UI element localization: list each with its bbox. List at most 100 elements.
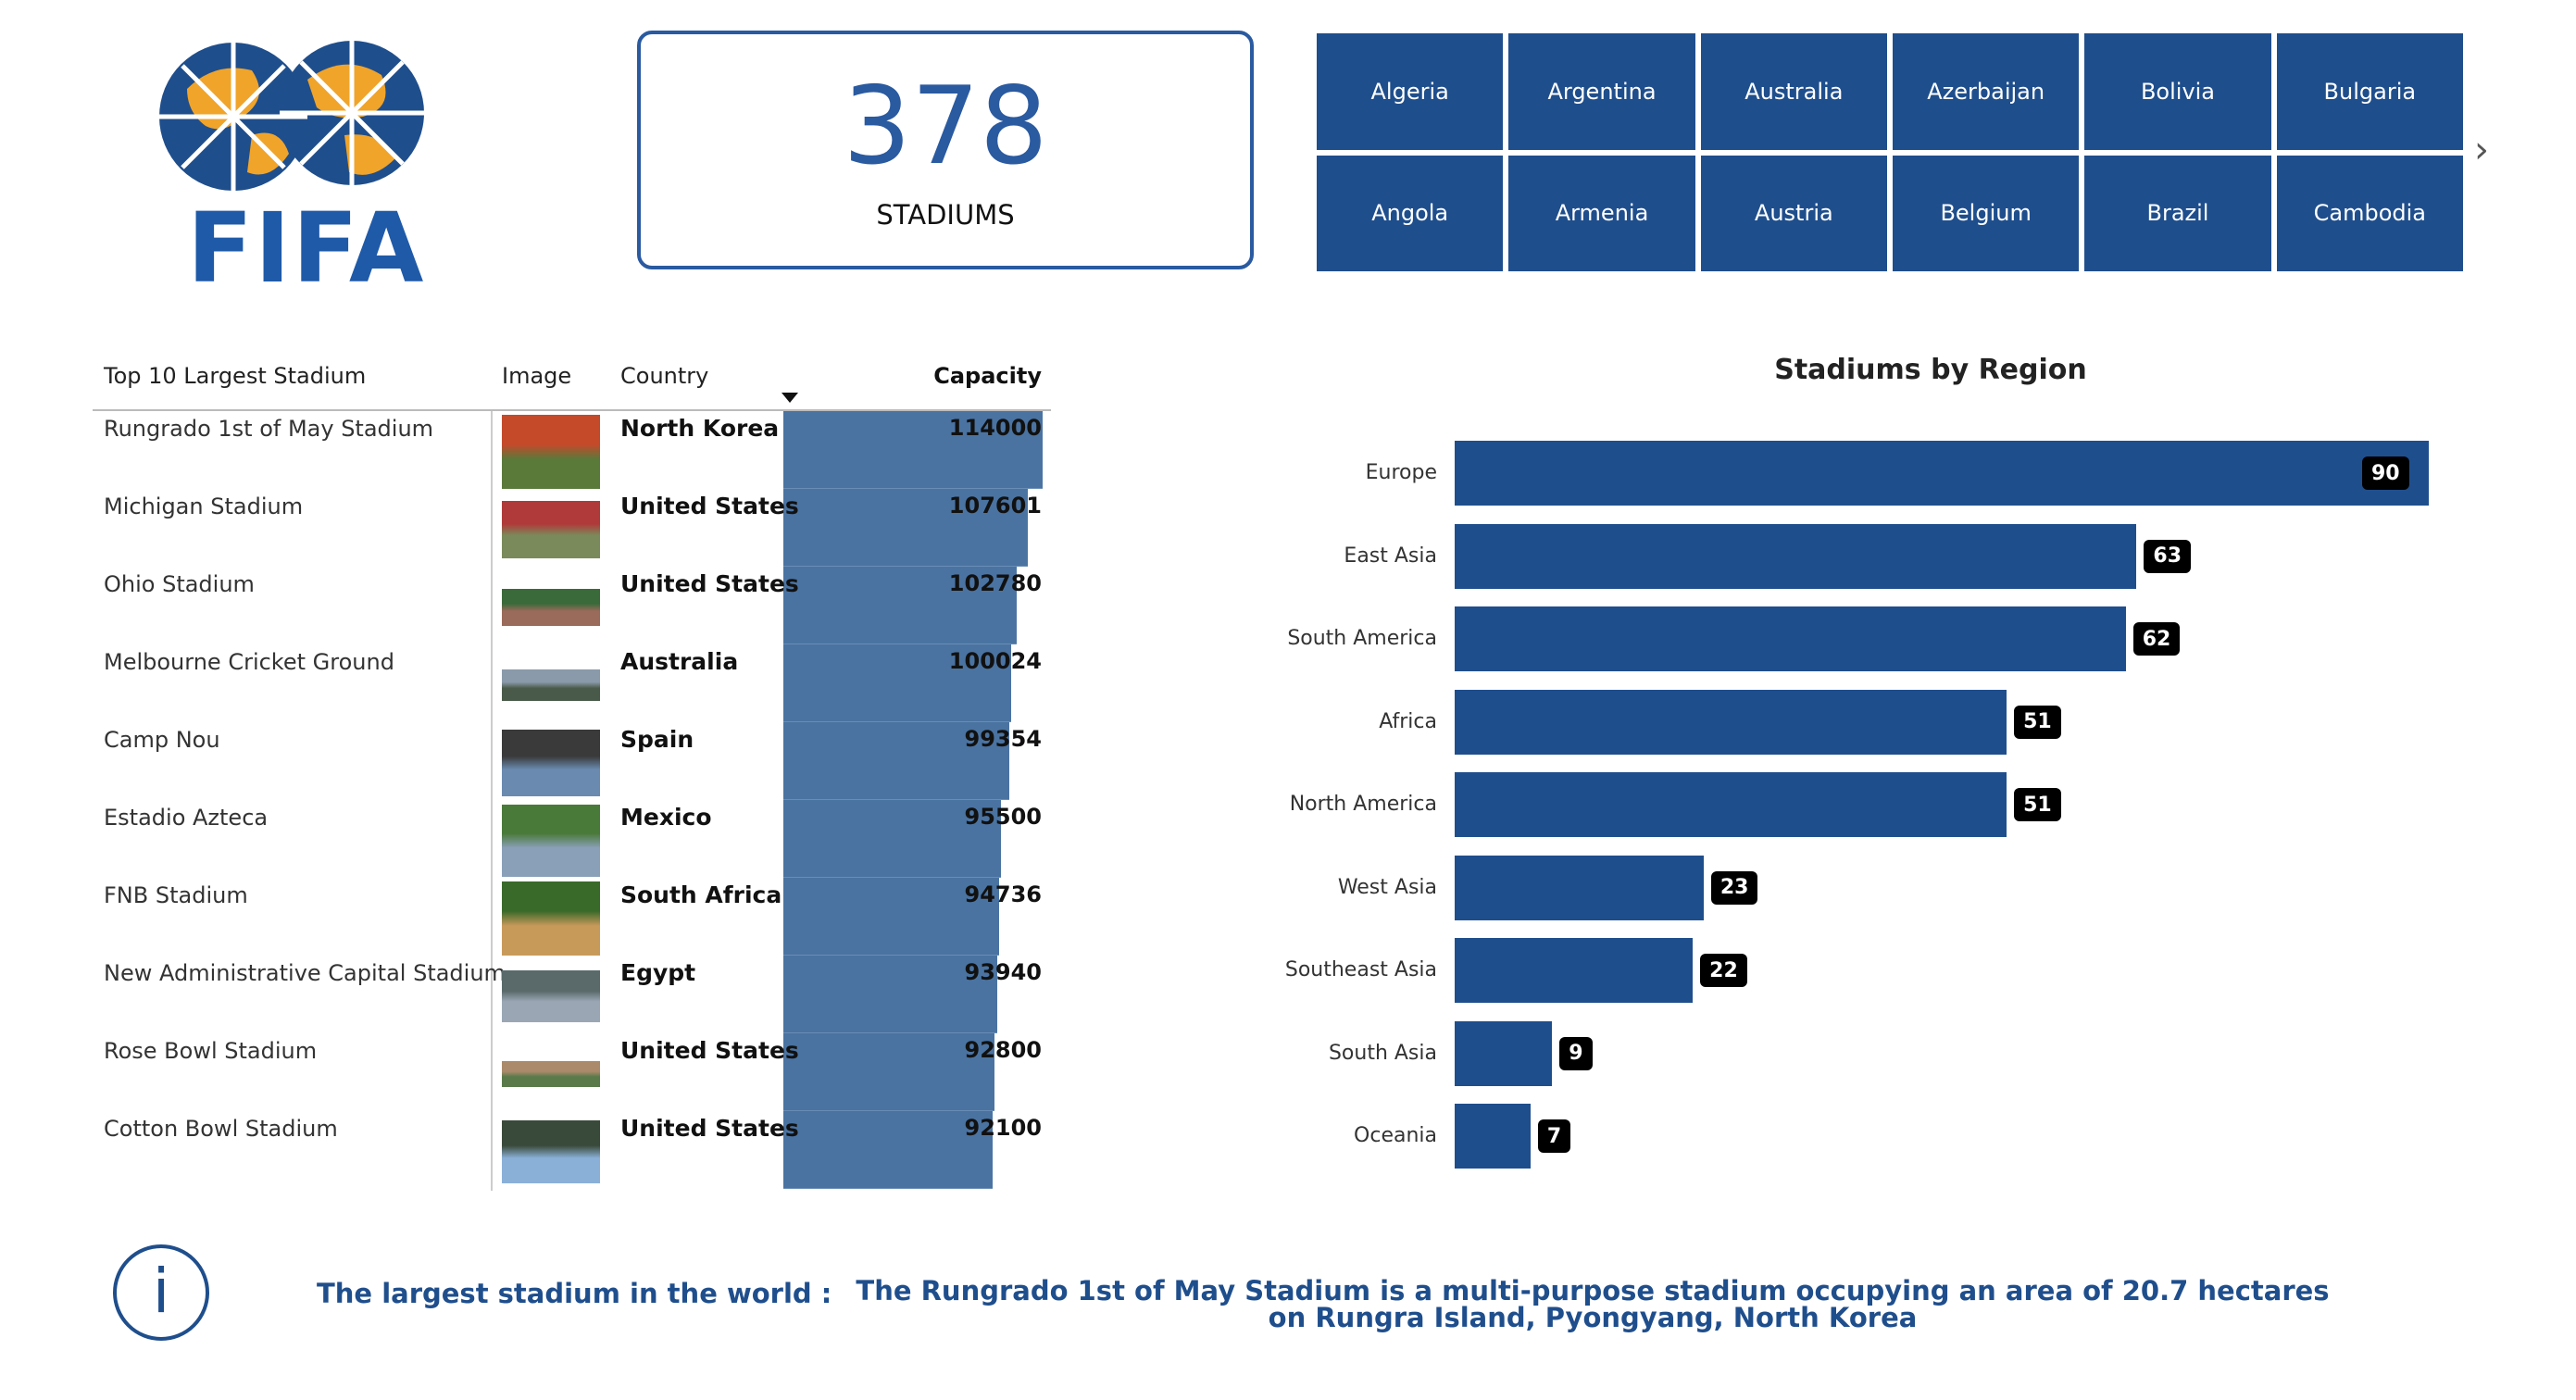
category-label: Southeast Asia bbox=[1284, 958, 1437, 981]
data-label: 51 bbox=[2014, 788, 2061, 821]
stadium-photo bbox=[502, 1120, 600, 1183]
stadium-name: Cotton Bowl Stadium bbox=[104, 1116, 338, 1142]
stadium-country: South Africa bbox=[620, 881, 782, 908]
stadium-name: Melbourne Cricket Ground bbox=[104, 649, 394, 675]
stadium-capacity: 102780 bbox=[948, 570, 1042, 596]
stadium-country: United States bbox=[620, 570, 799, 597]
stadium-country: United States bbox=[620, 493, 799, 519]
country-button[interactable]: Angola bbox=[1317, 155, 1504, 271]
table-row[interactable]: Estadio Azteca Mexico 95500 bbox=[93, 800, 1051, 878]
country-button[interactable]: Azerbaijan bbox=[1892, 33, 2080, 150]
region-bar[interactable] bbox=[1455, 689, 2007, 755]
column-header-name[interactable]: Top 10 Largest Stadium bbox=[104, 363, 367, 389]
stadium-photo bbox=[502, 881, 600, 956]
stadium-photo bbox=[502, 1061, 600, 1087]
country-button[interactable]: Australia bbox=[1700, 33, 1887, 150]
table-row[interactable]: New Administrative Capital Stadium Egypt 9… bbox=[93, 956, 1051, 1033]
table-row[interactable]: FNB Stadium South Africa 94736 bbox=[93, 878, 1051, 956]
info-icon: i bbox=[113, 1244, 209, 1341]
country-button[interactable]: Algeria bbox=[1317, 33, 1504, 150]
table-row[interactable]: Camp Nou Spain 99354 bbox=[93, 722, 1051, 800]
column-header-country[interactable]: Country bbox=[620, 363, 709, 389]
stadium-country: North Korea bbox=[620, 415, 780, 442]
category-label: Europe bbox=[1365, 461, 1437, 484]
table-row[interactable]: Rungrado 1st of May Stadium North Korea 11… bbox=[93, 411, 1051, 489]
capacity-bar bbox=[783, 1033, 994, 1111]
sort-descending-icon[interactable] bbox=[782, 393, 798, 403]
stadium-capacity: 95500 bbox=[964, 804, 1043, 830]
data-label: 63 bbox=[2144, 539, 2192, 573]
stadium-capacity: 92100 bbox=[964, 1115, 1043, 1141]
stadium-count-value: 378 bbox=[843, 64, 1048, 189]
capacity-bar bbox=[783, 489, 1029, 567]
stadium-name: New Administrative Capital Stadium bbox=[104, 960, 506, 986]
country-button[interactable]: Armenia bbox=[1508, 155, 1695, 271]
table-row[interactable]: Melbourne Cricket Ground Australia 100024 bbox=[93, 644, 1051, 722]
stadium-capacity: 92800 bbox=[964, 1037, 1043, 1063]
data-label: 9 bbox=[1559, 1036, 1593, 1070]
stadium-name: Estadio Azteca bbox=[104, 805, 269, 831]
country-button[interactable]: Bulgaria bbox=[2276, 33, 2463, 150]
stadium-country: Mexico bbox=[620, 804, 712, 831]
capacity-bar bbox=[783, 956, 997, 1033]
stadium-photo bbox=[502, 415, 600, 489]
region-bar[interactable] bbox=[1455, 606, 2126, 671]
category-label: East Asia bbox=[1344, 544, 1437, 568]
stadium-count-label: STADIUMS bbox=[876, 199, 1015, 231]
info-text: The Rungrado 1st of May Stadium is a mul… bbox=[856, 1275, 2330, 1333]
country-button[interactable]: Cambodia bbox=[2276, 155, 2463, 271]
stadium-country: Egypt bbox=[620, 959, 696, 986]
stadium-name: Camp Nou bbox=[104, 727, 220, 753]
stadium-name: Ohio Stadium bbox=[104, 571, 255, 597]
region-bar[interactable] bbox=[1455, 772, 2007, 837]
stadium-capacity: 99354 bbox=[964, 726, 1043, 752]
chevron-right-icon[interactable]: › bbox=[2474, 129, 2489, 171]
stadium-capacity: 107601 bbox=[948, 493, 1042, 519]
stadium-country: Australia bbox=[620, 648, 739, 675]
region-bar[interactable] bbox=[1455, 441, 2429, 506]
capacity-bar bbox=[783, 1111, 994, 1189]
info-heading: The largest stadium in the world : bbox=[317, 1278, 832, 1309]
table-row[interactable]: Rose Bowl Stadium United States 92800 bbox=[93, 1033, 1051, 1111]
country-button[interactable]: Austria bbox=[1700, 155, 1887, 271]
fifa-wordmark: FIFA bbox=[187, 192, 426, 305]
region-bar[interactable] bbox=[1455, 1020, 1553, 1086]
table-row[interactable]: Michigan Stadium United States 107601 bbox=[93, 489, 1051, 567]
region-bar[interactable] bbox=[1455, 523, 2137, 589]
stadium-photo bbox=[502, 589, 600, 626]
capacity-bar bbox=[783, 411, 1043, 489]
capacity-bar bbox=[783, 722, 1010, 800]
country-button[interactable]: Argentina bbox=[1508, 33, 1695, 150]
stadium-country: United States bbox=[620, 1037, 799, 1064]
country-button[interactable]: Belgium bbox=[1892, 155, 2080, 271]
category-label: South Asia bbox=[1328, 1041, 1437, 1065]
category-label: South America bbox=[1287, 627, 1437, 650]
category-label: Africa bbox=[1379, 709, 1437, 733]
column-header-capacity[interactable]: Capacity bbox=[933, 363, 1042, 389]
table-row[interactable]: Cotton Bowl Stadium United States 92100 bbox=[93, 1111, 1051, 1189]
region-bar[interactable] bbox=[1455, 1104, 1531, 1169]
column-header-image[interactable]: Image bbox=[502, 363, 572, 389]
top-stadiums-table: Top 10 Largest Stadium Image Country Cap… bbox=[93, 352, 1051, 1194]
chart-title: Stadiums by Region bbox=[1774, 354, 2087, 386]
stadium-name: FNB Stadium bbox=[104, 882, 248, 908]
category-label: West Asia bbox=[1337, 875, 1437, 899]
region-bar[interactable] bbox=[1455, 938, 1694, 1003]
category-label: North America bbox=[1289, 793, 1437, 816]
capacity-bar bbox=[783, 567, 1018, 644]
stadium-capacity: 100024 bbox=[948, 648, 1042, 674]
football-globes-icon bbox=[159, 41, 424, 191]
stadium-capacity: 93940 bbox=[964, 959, 1043, 985]
country-button[interactable]: Brazil bbox=[2084, 155, 2271, 271]
data-label: 51 bbox=[2014, 705, 2061, 739]
stadium-name: Rose Bowl Stadium bbox=[104, 1038, 318, 1064]
stadium-country: Spain bbox=[620, 726, 694, 753]
country-button[interactable]: Bolivia bbox=[2084, 33, 2271, 150]
stadium-capacity: 94736 bbox=[964, 881, 1043, 907]
capacity-bar bbox=[783, 800, 1001, 878]
region-bar[interactable] bbox=[1455, 855, 1704, 920]
stadium-capacity: 114000 bbox=[948, 415, 1042, 441]
table-row[interactable]: Ohio Stadium United States 102780 bbox=[93, 567, 1051, 644]
stadium-name: Michigan Stadium bbox=[104, 494, 304, 519]
data-label: 23 bbox=[1710, 870, 1758, 905]
